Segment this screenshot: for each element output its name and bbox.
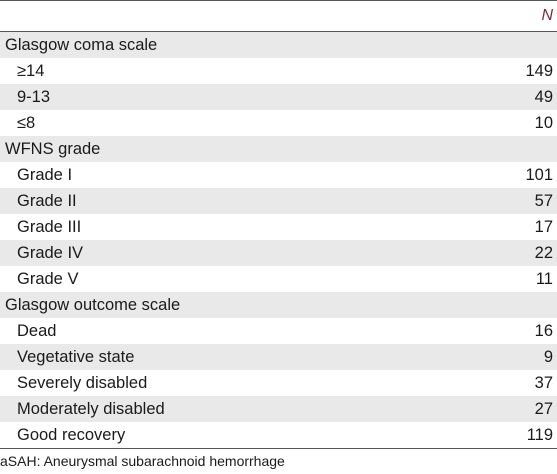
row-label: 9-13 [17, 88, 51, 106]
row-label: Dead [17, 322, 57, 340]
bottom-rule [0, 448, 557, 449]
table-row: Severely disabled 37 [0, 370, 557, 396]
row-value: 27 [534, 400, 553, 418]
row-label: Vegetative state [17, 348, 135, 366]
table-row: ≥14 149 [0, 58, 557, 84]
row-label: ≤8 [17, 114, 36, 132]
row-label: Glasgow coma scale [5, 36, 158, 54]
row-label: WFNS grade [5, 140, 101, 158]
row-value: 119 [526, 426, 553, 444]
row-label: Grade III [17, 218, 82, 236]
section-row-glasgow-outcome-scale: Glasgow outcome scale [0, 292, 557, 318]
top-rule [0, 0, 557, 1]
table-row: Moderately disabled 27 [0, 396, 557, 422]
section-row-glasgow-coma-scale: Glasgow coma scale [0, 32, 557, 58]
table-row: Grade I 101 [0, 162, 557, 188]
table-row: Dead 16 [0, 318, 557, 344]
row-label: ≥14 [17, 62, 45, 80]
table-row: Good recovery 119 [0, 422, 557, 448]
row-value: 37 [534, 374, 553, 392]
row-value: 17 [534, 218, 553, 236]
row-label: Severely disabled [17, 374, 148, 392]
row-label: Moderately disabled [17, 400, 165, 418]
row-label: Grade II [17, 192, 77, 210]
table-row: Grade III 17 [0, 214, 557, 240]
row-label: Glasgow outcome scale [5, 296, 181, 314]
row-value: 101 [525, 166, 553, 184]
row-value: 49 [534, 88, 553, 106]
column-header-n: N [541, 7, 553, 24]
header-row: N [0, 3, 557, 29]
row-value: 22 [534, 244, 553, 262]
row-value: 11 [535, 270, 553, 288]
row-label: Good recovery [17, 426, 126, 444]
table-row: ≤8 10 [0, 110, 557, 136]
section-row-wfns-grade: WFNS grade [0, 136, 557, 162]
row-value: 149 [525, 62, 553, 80]
row-value: 10 [534, 114, 553, 132]
row-value: 9 [543, 348, 553, 366]
table-row: Grade IV 22 [0, 240, 557, 266]
row-label: Grade IV [17, 244, 84, 262]
table-footnote: aSAH: Aneurysmal subarachnoid hemorrhage [0, 453, 285, 469]
row-label: Grade I [17, 166, 73, 184]
row-label: Grade V [17, 270, 79, 288]
row-value: 16 [534, 322, 553, 340]
header-rule [0, 31, 557, 32]
table-row: Grade II 57 [0, 188, 557, 214]
table-row: Vegetative state 9 [0, 344, 557, 370]
table-row: 9-13 49 [0, 84, 557, 110]
row-value: 57 [534, 192, 553, 210]
table-row: Grade V 11 [0, 266, 557, 292]
